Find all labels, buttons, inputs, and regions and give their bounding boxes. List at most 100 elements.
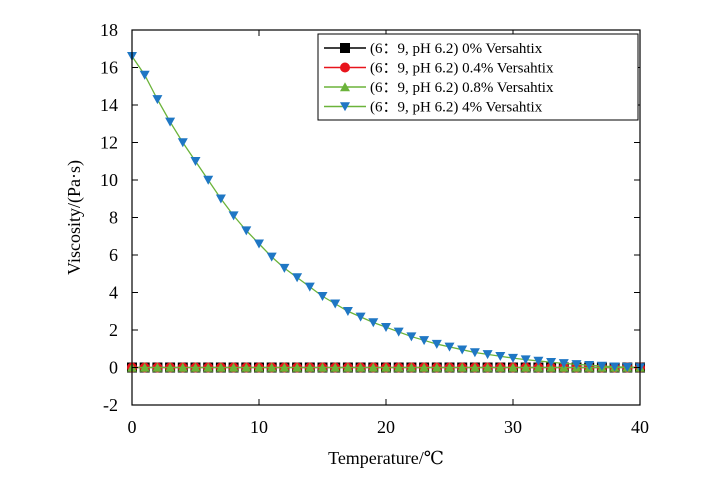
data-point (203, 175, 214, 185)
legend-item: (6：9, pH 6.2) 0% Versahtix (324, 41, 543, 57)
data-point (241, 226, 252, 236)
data-point (292, 362, 303, 372)
data-point (279, 263, 290, 273)
data-point (508, 362, 518, 372)
data-point (190, 157, 201, 166)
y-tick-label: 2 (109, 320, 118, 340)
data-point (622, 362, 633, 372)
data-point (546, 358, 557, 367)
data-point (368, 362, 379, 372)
data-point (139, 362, 150, 372)
legend-marker (340, 62, 350, 73)
data-point (520, 355, 531, 365)
data-point (254, 239, 264, 249)
y-tick-label: 0 (109, 358, 118, 378)
data-point (177, 138, 188, 148)
data-point (584, 361, 595, 370)
data-point (342, 307, 353, 316)
data-point (266, 252, 277, 262)
data-point (304, 282, 315, 292)
y-tick-label: 16 (100, 58, 118, 78)
data-point (215, 362, 226, 372)
x-tick-label: 40 (631, 417, 649, 437)
data-point (304, 362, 315, 372)
data-point (482, 350, 493, 360)
data-point (419, 362, 430, 372)
y-tick-label: 14 (100, 95, 118, 115)
y-axis-title: Viscosity/(Pa·s) (64, 160, 85, 275)
data-point (342, 362, 353, 372)
data-point (152, 95, 163, 105)
data-point (419, 336, 430, 346)
data-point (368, 318, 379, 328)
series-layer (127, 52, 645, 373)
x-tick-label: 30 (504, 417, 522, 437)
y-tick-label: 18 (100, 20, 118, 40)
legend-item: (6：9, pH 6.2) 0.8% Versahtix (324, 80, 554, 96)
data-point (254, 362, 264, 372)
data-point (139, 70, 150, 80)
x-tick-label: 10 (250, 417, 268, 437)
y-tick-label: 6 (109, 245, 118, 265)
x-axis-title: Temperature/℃ (328, 448, 444, 468)
legend-marker (340, 82, 350, 92)
y-tick-label: 4 (109, 283, 118, 303)
x-tick-label: 20 (377, 417, 395, 437)
data-point (241, 362, 252, 372)
data-point (495, 362, 506, 372)
data-point (571, 360, 582, 370)
legend-box (317, 33, 639, 121)
data-point (165, 117, 176, 127)
data-point (431, 339, 442, 349)
data-point (457, 362, 468, 372)
data-point (292, 273, 303, 283)
data-point (482, 362, 493, 372)
legend-label: (6：9, pH 6.2) 0.8% Versahtix (370, 80, 554, 96)
data-point (355, 312, 366, 322)
data-point (393, 362, 404, 372)
data-point (495, 352, 506, 361)
x-tick-label: 0 (128, 417, 137, 437)
data-point (546, 362, 557, 372)
data-point (406, 332, 417, 342)
data-point (228, 362, 239, 372)
legend-item: (6：9, pH 6.2) 0.4% Versahtix (324, 61, 554, 77)
legend-label: (6：9, pH 6.2) 4% Versahtix (370, 100, 543, 116)
data-point (609, 362, 620, 372)
data-point (203, 362, 214, 372)
data-point (381, 362, 391, 372)
legend-label: (6：9, pH 6.2) 0.4% Versahtix (370, 61, 554, 77)
y-tick-label: 12 (100, 133, 118, 153)
y-tick-label: -2 (103, 395, 118, 415)
legend-item: (6：9, pH 6.2) 4% Versahtix (324, 100, 543, 116)
data-point (520, 362, 531, 372)
y-tick-label: 10 (100, 170, 118, 190)
y-tick-label: 8 (109, 208, 118, 228)
data-point (152, 362, 163, 372)
data-point (469, 348, 480, 358)
data-point (317, 362, 328, 372)
data-point (444, 362, 455, 372)
legend-marker (340, 102, 350, 112)
data-point (558, 359, 569, 369)
data-point (469, 362, 480, 372)
data-point (165, 362, 176, 372)
data-point (533, 356, 544, 366)
data-point (279, 362, 290, 372)
data-point (177, 362, 188, 372)
data-point (393, 327, 404, 337)
data-point (444, 342, 455, 352)
legend-marker (340, 43, 350, 53)
axis-ticks: 0 10 20 30 40 -2 0 2 4 6 8 10 12 14 16 18 (100, 20, 649, 437)
data-point (406, 362, 417, 372)
data-point (381, 322, 391, 332)
data-point (330, 299, 341, 309)
legend: (6：9, pH 6.2) 0% Versahtix (6：9, pH 6.2) … (317, 33, 639, 121)
data-point (533, 362, 544, 372)
data-point (457, 345, 468, 355)
data-point (317, 292, 328, 301)
legend-label: (6：9, pH 6.2) 0% Versahtix (370, 41, 543, 57)
data-point (508, 353, 518, 363)
series-3 (127, 52, 645, 373)
